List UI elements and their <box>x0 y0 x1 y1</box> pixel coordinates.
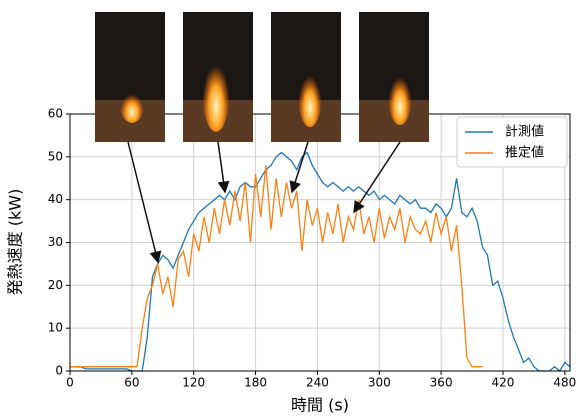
x-tick-label: 420 <box>492 376 515 390</box>
x-tick-label: 60 <box>124 376 139 390</box>
y-tick-label: 0 <box>55 364 63 378</box>
x-tick-label: 180 <box>244 376 267 390</box>
arrow <box>217 141 230 194</box>
series-line <box>70 151 571 372</box>
series-line <box>70 165 483 368</box>
photo <box>183 12 253 142</box>
x-tick-label: 120 <box>182 376 205 390</box>
x-axis-label: 時間 (s) <box>291 396 349 415</box>
legend-label: 計測値 <box>505 124 544 140</box>
y-tick-label: 20 <box>48 278 63 292</box>
x-tick-label: 300 <box>368 376 391 390</box>
y-tick-label: 40 <box>48 192 63 206</box>
legend-label: 推定値 <box>505 145 544 161</box>
photo <box>271 12 341 142</box>
arrow <box>289 141 309 194</box>
y-tick-label: 60 <box>48 107 63 121</box>
y-tick-label: 50 <box>48 149 63 163</box>
arrow <box>127 141 162 264</box>
x-tick-label: 0 <box>66 376 74 390</box>
y-tick-label: 30 <box>48 235 63 249</box>
photos <box>95 12 429 142</box>
legend-box <box>456 116 568 168</box>
photo <box>95 12 165 142</box>
x-tick-label: 240 <box>306 376 329 390</box>
arrows <box>127 141 401 264</box>
y-tick-label: 10 <box>48 321 63 335</box>
photo <box>359 12 429 142</box>
x-tick-label: 360 <box>430 376 453 390</box>
x-tick-label: 480 <box>553 376 576 390</box>
y-axis-label: 発熱速度 (kW) <box>6 189 25 296</box>
plot-area: 0 10 20 30 40 50 60 0 60 120 180 240 300 360 420 480 計測値… <box>48 107 577 390</box>
arrow <box>353 141 401 214</box>
